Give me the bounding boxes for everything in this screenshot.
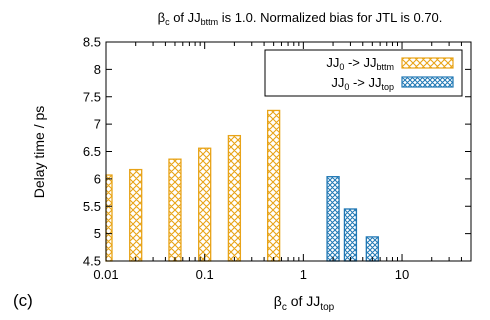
bar-series1-3	[168, 158, 182, 262]
x-tick-label: 0.1	[196, 267, 214, 282]
ticks-layer: 4.5 5 5.5 6 6.5 7 7.5 8 8.5 0.01 0.1 1 10	[83, 35, 472, 282]
y-tick-label: 6	[94, 171, 101, 186]
bar-series2-1	[326, 176, 340, 262]
y-tick-label: 7	[94, 117, 101, 132]
legend-swatch-bttm	[401, 57, 454, 69]
bar-series1-5	[227, 134, 242, 262]
x-tick-label: 10	[395, 267, 409, 282]
legend-swatch-top	[401, 76, 454, 88]
x-tick-label: 1	[300, 267, 307, 282]
y-tick-label: 8	[94, 62, 101, 77]
y-tick-label: 7.5	[83, 89, 101, 104]
y-tick-label: 5	[94, 226, 101, 241]
bar-series1-1	[105, 174, 113, 262]
legend-entry-top: JJ0 -> JJtop	[331, 75, 454, 92]
plot-frame	[105, 41, 472, 262]
legend-label-top: JJ0 -> JJtop	[331, 75, 394, 92]
x-tick-label: 0.01	[93, 267, 118, 282]
y-tick-label: 5.5	[83, 199, 101, 214]
y-axis-label: Delay time / ps	[31, 106, 47, 199]
y-tick-label: 8.5	[83, 35, 101, 50]
y-tick-label: 4.5	[83, 254, 101, 269]
bar-series2-2	[343, 208, 358, 262]
legend-label-bttm: JJ0 -> JJbttm	[326, 55, 394, 72]
bar-series1-6	[266, 109, 281, 262]
bar-series1-2	[129, 168, 143, 262]
panel-label: (c)	[13, 291, 33, 310]
x-axis-label: βc of JJtop	[274, 293, 335, 313]
legend-entry-bttm: JJ0 -> JJbttm	[326, 55, 454, 72]
legend: JJ0 -> JJbttm JJ0 -> JJtop	[264, 49, 463, 97]
bar-series1-4	[198, 147, 212, 262]
chart-title: βc of JJbttm is 1.0. Normalized bias for…	[158, 10, 443, 27]
bars-layer	[105, 109, 379, 262]
y-tick-label: 6.5	[83, 144, 101, 159]
